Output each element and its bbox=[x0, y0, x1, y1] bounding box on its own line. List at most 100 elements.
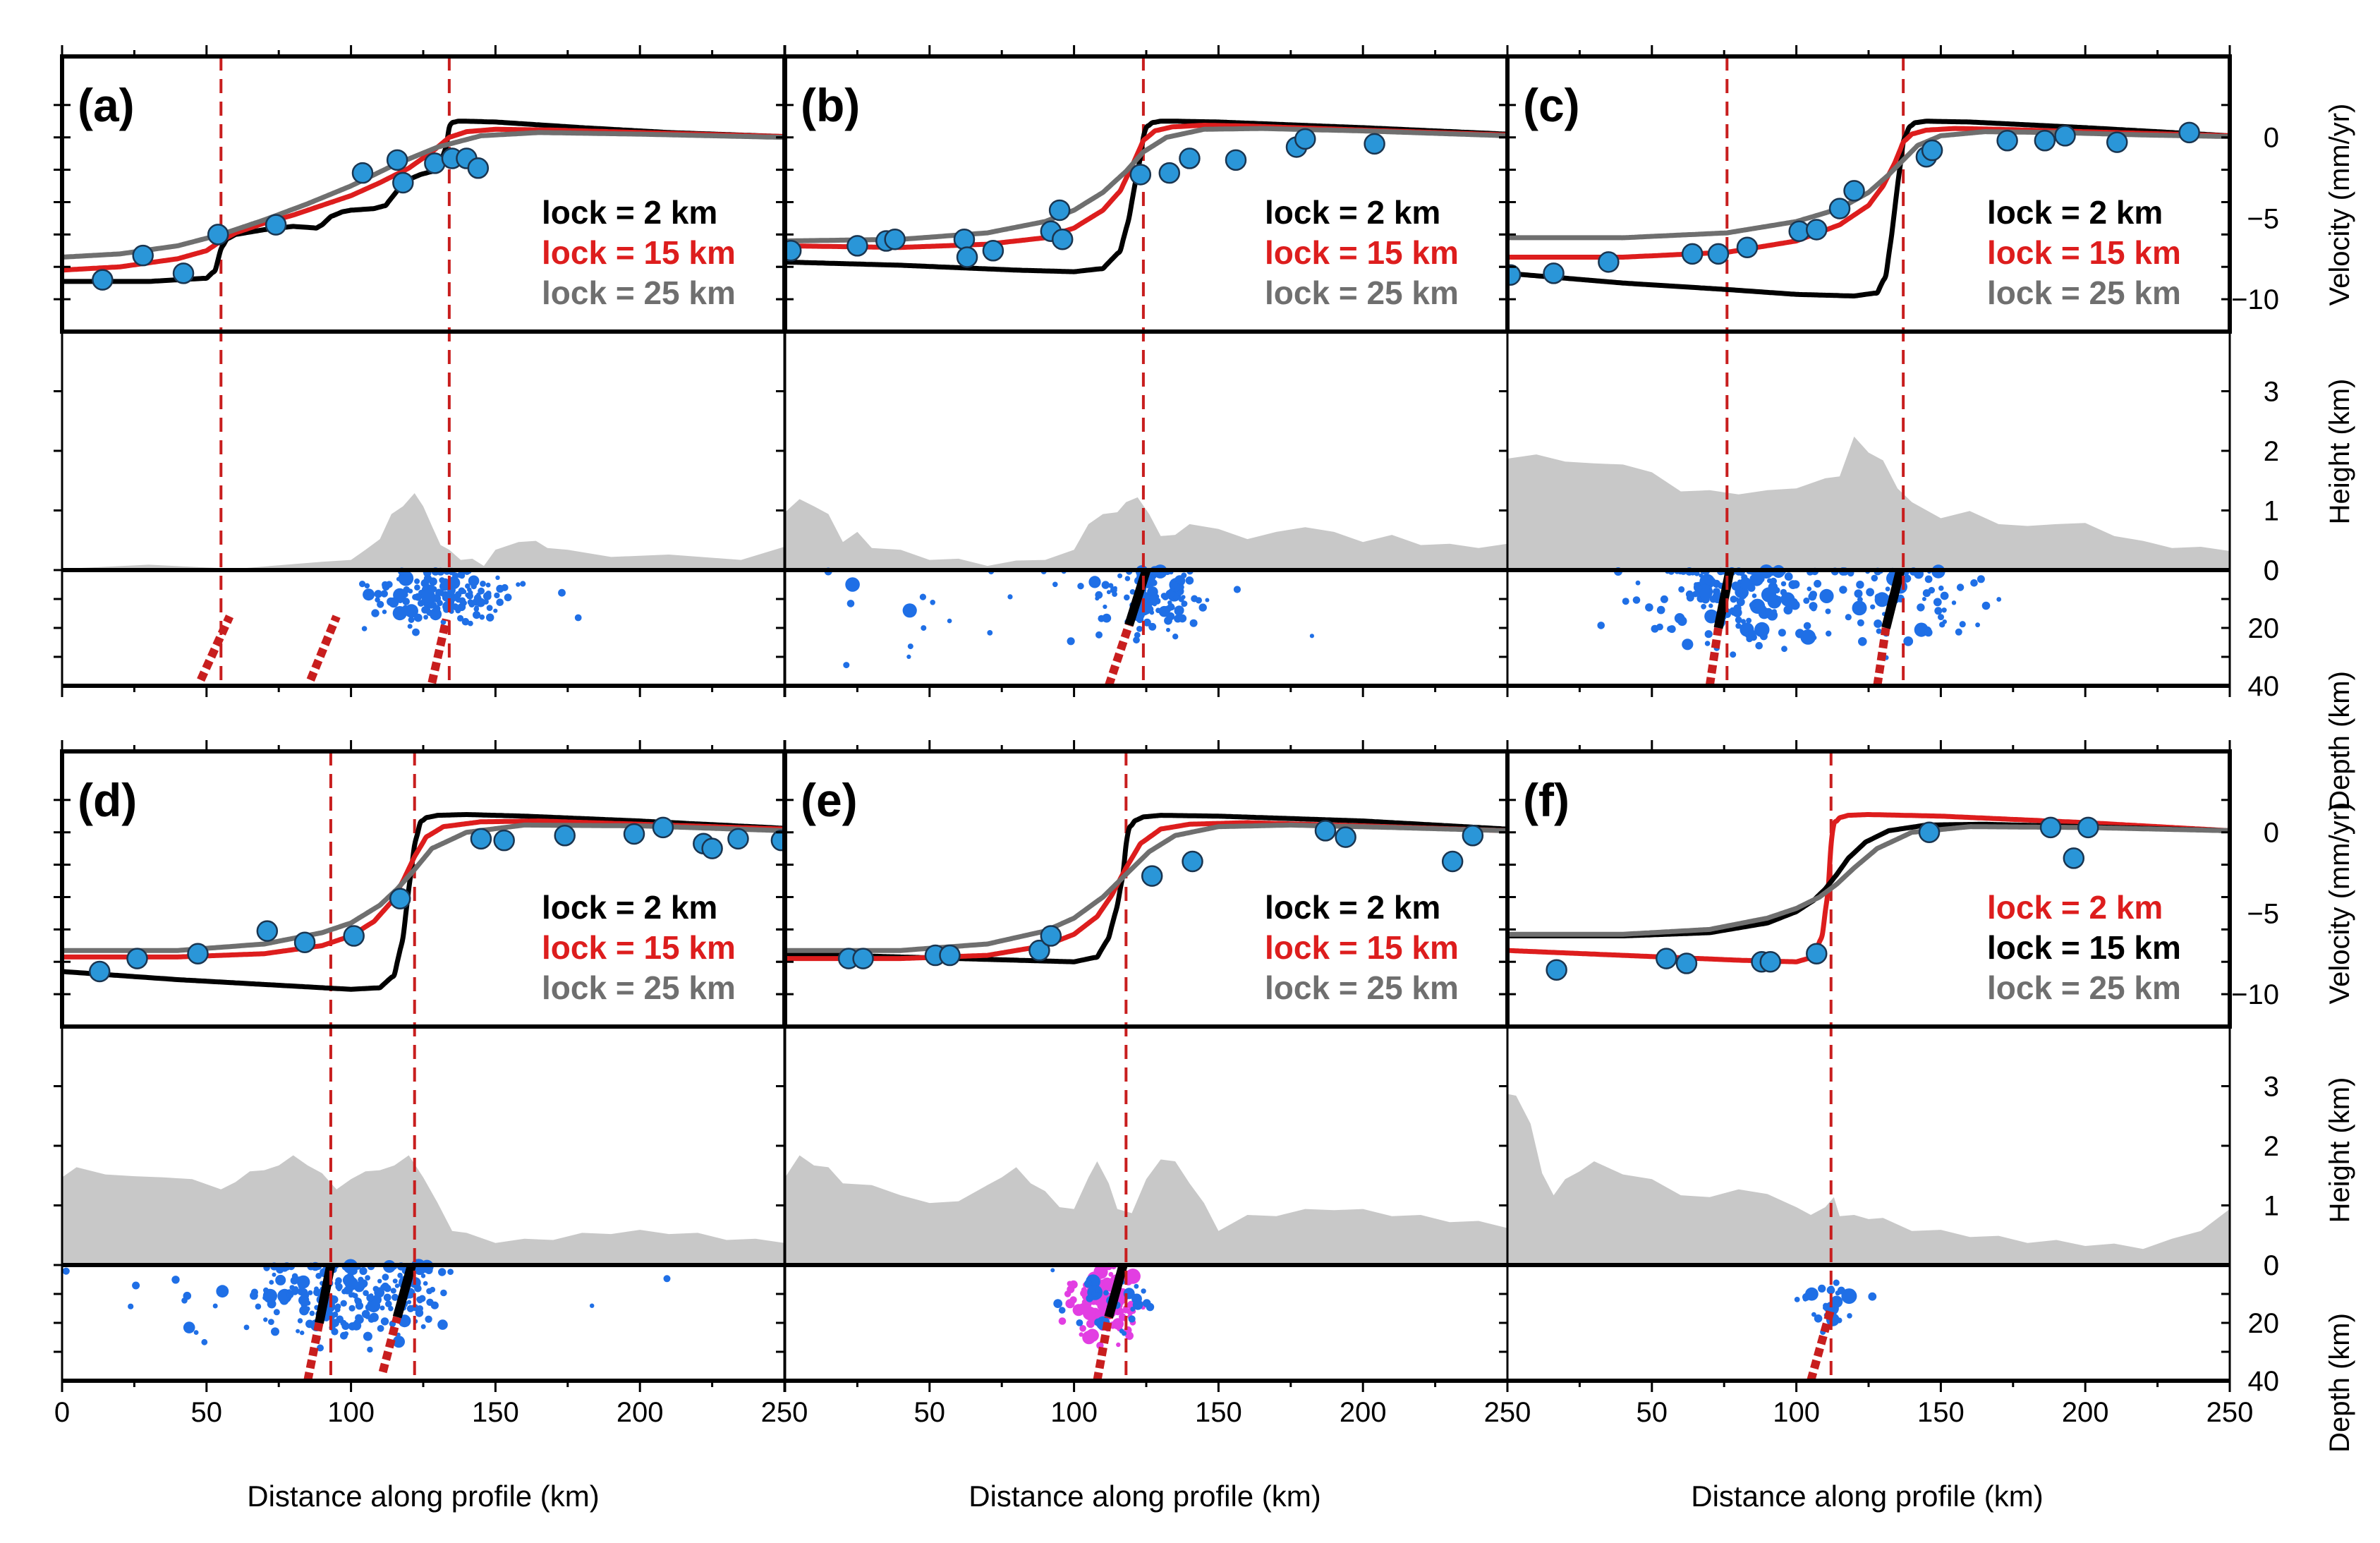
x-tick-label: 250 bbox=[761, 1397, 808, 1428]
fault-creeping-segment bbox=[378, 1316, 401, 1374]
fault-creeping-segment bbox=[306, 615, 341, 682]
earthquake bbox=[1704, 609, 1719, 624]
topography-profile bbox=[785, 1155, 1507, 1265]
earthquake bbox=[375, 597, 380, 603]
earthquake bbox=[390, 1288, 396, 1294]
gps-point bbox=[785, 240, 802, 262]
earthquake bbox=[1826, 630, 1832, 637]
gps-point bbox=[187, 943, 209, 965]
earthquake bbox=[341, 1321, 350, 1330]
earthquake bbox=[1069, 1296, 1077, 1304]
earthquake bbox=[846, 600, 855, 607]
earthquake bbox=[343, 1273, 356, 1287]
earthquake bbox=[1940, 591, 1949, 600]
earthquake bbox=[367, 1299, 381, 1313]
gps-point bbox=[1158, 162, 1181, 184]
earthquake bbox=[1103, 1290, 1109, 1296]
gps-point bbox=[1225, 149, 1247, 171]
earthquake bbox=[1778, 629, 1786, 637]
earthquake bbox=[1178, 614, 1187, 623]
earthquake bbox=[1169, 581, 1178, 589]
earthquake bbox=[1088, 576, 1101, 588]
depth-ylabel-bottom: Depth (km) bbox=[2324, 1313, 2355, 1453]
earthquake bbox=[335, 1277, 342, 1284]
earthquake bbox=[1809, 602, 1818, 611]
earthquake bbox=[243, 1324, 250, 1331]
earthquake bbox=[348, 1305, 356, 1312]
depth-ylabel-top: Depth (km) bbox=[2324, 671, 2355, 811]
earthquake bbox=[1772, 609, 1777, 615]
earthquake bbox=[1996, 597, 2002, 602]
earthquake bbox=[1955, 628, 1962, 636]
earthquake bbox=[263, 1317, 268, 1322]
earthquake bbox=[1128, 1315, 1136, 1323]
earthquake bbox=[467, 599, 474, 605]
earthquake bbox=[1098, 615, 1105, 622]
earthquake bbox=[388, 597, 399, 608]
earthquake bbox=[479, 614, 485, 620]
earthquake bbox=[216, 1285, 229, 1298]
earthquake bbox=[414, 1284, 422, 1293]
earthquake bbox=[275, 1274, 286, 1285]
panel-label: (c) bbox=[1523, 79, 1580, 131]
gps-point bbox=[256, 920, 279, 942]
earthquake bbox=[516, 582, 521, 587]
earthquake bbox=[344, 1331, 349, 1336]
earthquake bbox=[367, 1346, 373, 1353]
earthquake bbox=[1885, 586, 1890, 592]
gps-point bbox=[389, 888, 411, 910]
earthquake bbox=[1735, 622, 1742, 629]
legend-entry: lock = 25 km bbox=[542, 969, 736, 1006]
earthquake bbox=[504, 593, 512, 602]
earthquake bbox=[374, 590, 382, 598]
earthquake bbox=[299, 1305, 309, 1316]
legend-entry: lock = 2 km bbox=[1987, 889, 2163, 926]
earthquake bbox=[1205, 598, 1210, 603]
earthquake bbox=[132, 1281, 140, 1290]
earthquake bbox=[1668, 625, 1676, 634]
earthquake bbox=[1833, 1279, 1840, 1286]
earthquake bbox=[467, 587, 472, 593]
earthquake bbox=[359, 1283, 366, 1290]
earthquake bbox=[423, 1281, 428, 1286]
earthquake bbox=[298, 1295, 310, 1305]
legend-entry: lock = 2 km bbox=[1265, 889, 1440, 926]
earthquake bbox=[1835, 1297, 1840, 1302]
fault-creeping-segment bbox=[1873, 627, 1890, 686]
earthquake bbox=[1138, 600, 1153, 615]
earthquake bbox=[1079, 1332, 1083, 1337]
earthquake bbox=[1150, 579, 1158, 586]
earthquake bbox=[486, 605, 493, 611]
gps-point bbox=[351, 162, 374, 184]
earthquake bbox=[1819, 588, 1834, 604]
height-tick-label: 3 bbox=[2264, 377, 2279, 408]
earthquake bbox=[493, 608, 498, 613]
earthquake bbox=[1839, 586, 1847, 594]
earthquake bbox=[351, 1321, 362, 1331]
earthquake bbox=[1077, 583, 1084, 590]
gps-point bbox=[953, 228, 976, 250]
earthquake bbox=[201, 1338, 208, 1345]
earthquake bbox=[1233, 586, 1241, 593]
earthquake bbox=[1811, 1312, 1816, 1317]
earthquake bbox=[1632, 596, 1641, 604]
earthquake bbox=[1117, 1307, 1124, 1315]
earthquake bbox=[921, 625, 927, 631]
gps-point bbox=[982, 240, 1004, 262]
earthquake bbox=[494, 592, 500, 599]
gps-point bbox=[1048, 199, 1071, 222]
earthquake bbox=[1825, 608, 1831, 615]
panel-label: (e) bbox=[801, 774, 858, 826]
earthquake bbox=[408, 617, 415, 623]
gps-point bbox=[652, 816, 674, 839]
earthquake bbox=[287, 1289, 292, 1294]
earthquake bbox=[385, 1300, 392, 1307]
earthquake bbox=[423, 615, 428, 620]
gps-point bbox=[2063, 847, 2085, 869]
earthquake bbox=[1067, 637, 1075, 646]
gps-point bbox=[1294, 128, 1316, 150]
earthquake bbox=[457, 615, 464, 622]
